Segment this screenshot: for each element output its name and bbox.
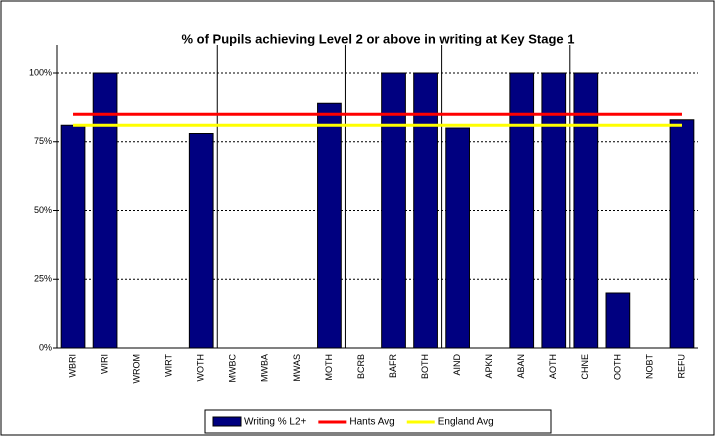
x-tick-label: MWBA	[260, 354, 270, 382]
x-tick-label: NOBT	[644, 354, 654, 380]
y-tick-label: 25%	[34, 274, 52, 284]
y-tick-label: 100%	[29, 67, 52, 77]
x-tick-label: APKN	[484, 354, 494, 379]
bar	[605, 292, 631, 349]
x-tick-label: MWAS	[292, 354, 302, 382]
chart-title: % of Pupils achieving Level 2 or above i…	[182, 31, 575, 46]
legend-label: England Avg	[438, 417, 494, 428]
bar	[669, 119, 695, 349]
x-tick-label: REFU	[676, 354, 686, 379]
x-tick-label: CHNE	[580, 354, 590, 380]
x-tick-label: WOTH	[196, 354, 206, 382]
bar	[541, 72, 567, 349]
x-tick-label: WBRI	[67, 354, 77, 378]
bar	[381, 72, 406, 349]
bar	[445, 127, 470, 349]
y-tick-label: 75%	[34, 136, 52, 146]
bar	[317, 102, 342, 349]
x-tick-label: BOTH	[420, 354, 430, 379]
x-tick-label: WIRT	[164, 354, 174, 377]
x-tick-label: BCRB	[356, 354, 366, 379]
x-tick-label: AOTH	[548, 354, 558, 379]
y-tick-label: 0%	[39, 342, 52, 352]
bar	[92, 72, 118, 349]
x-tick-label: OOTH	[612, 354, 622, 380]
legend-swatch	[212, 416, 242, 427]
x-tick-label: MWBC	[228, 354, 238, 383]
x-tick-label: MOTH	[324, 354, 334, 381]
legend-label: Hants Avg	[349, 417, 394, 428]
legend-label: Writing % L2+	[244, 417, 307, 428]
bar	[413, 72, 438, 349]
x-tick-label: BAFR	[388, 354, 398, 379]
bar	[60, 124, 86, 349]
bar	[188, 133, 214, 349]
x-tick-label: AIND	[452, 354, 462, 376]
bar	[509, 72, 535, 349]
y-tick-label: 50%	[34, 205, 52, 215]
bar	[573, 72, 599, 349]
legend-box	[204, 409, 552, 434]
x-tick-label: WROM	[132, 354, 142, 384]
x-tick-label: WIRI	[99, 354, 109, 374]
x-tick-label: ABAN	[516, 354, 526, 379]
